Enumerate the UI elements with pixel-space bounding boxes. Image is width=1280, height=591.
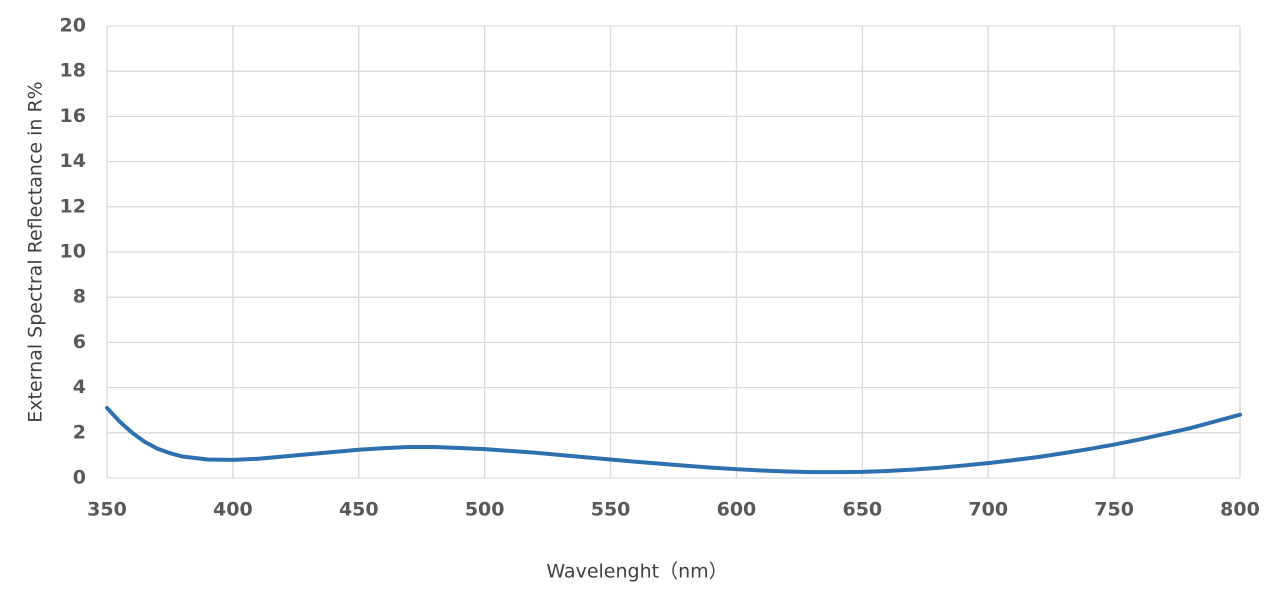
x-tick-label: 600 bbox=[717, 499, 757, 521]
y-tick-label: 10 bbox=[60, 241, 86, 263]
y-tick-label: 12 bbox=[60, 195, 86, 217]
y-tick-label: 0 bbox=[73, 467, 86, 489]
y-tick-label: 8 bbox=[73, 286, 86, 308]
y-tick-label: 2 bbox=[73, 421, 86, 443]
y-tick-label: 18 bbox=[60, 60, 86, 82]
y-axis-title: External Spectral Reflectance in R% bbox=[25, 81, 47, 422]
y-tick-label: 14 bbox=[60, 150, 86, 172]
x-axis-title: Wavelenght（nm） bbox=[546, 561, 727, 583]
x-tick-label: 350 bbox=[87, 499, 127, 521]
y-tick-label: 4 bbox=[73, 376, 86, 398]
x-tick-label: 500 bbox=[465, 499, 505, 521]
x-tick-label: 750 bbox=[1094, 499, 1134, 521]
x-tick-label: 400 bbox=[213, 499, 253, 521]
x-tick-label: 550 bbox=[591, 499, 631, 521]
y-tick-label: 6 bbox=[73, 331, 86, 353]
y-tick-label: 20 bbox=[60, 15, 86, 37]
x-tick-label: 700 bbox=[968, 499, 1008, 521]
x-tick-label: 800 bbox=[1220, 499, 1260, 521]
data-line bbox=[105, 405, 1242, 475]
x-tick-label: 450 bbox=[339, 499, 379, 521]
y-tick-label: 16 bbox=[60, 105, 86, 127]
x-tick-label: 650 bbox=[842, 499, 882, 521]
